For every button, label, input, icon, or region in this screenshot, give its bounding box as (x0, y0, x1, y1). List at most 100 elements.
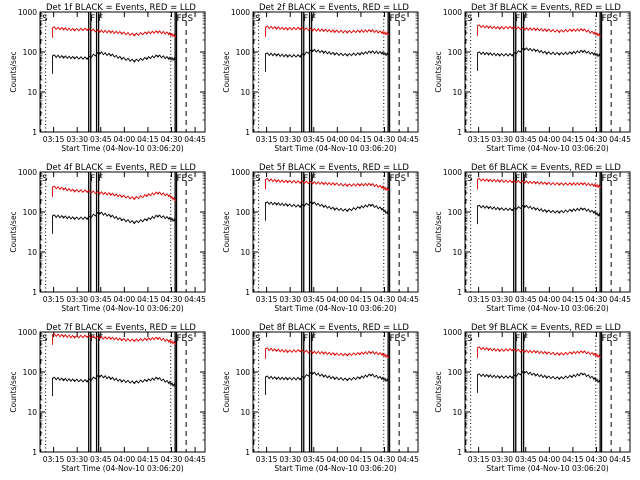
data-point-lld (264, 178, 267, 181)
data-point-events (346, 378, 348, 381)
data-point-events (99, 212, 101, 214)
x-tick-label: 04:00 (114, 135, 136, 144)
x-axis-label: Start Time (04-Nov-10 03:06:20) (486, 144, 608, 153)
data-point-lld (546, 182, 548, 184)
data-point-lld (558, 30, 560, 32)
data-point-lld (110, 337, 112, 339)
data-point-events (558, 211, 560, 213)
y-axis-label: Counts/sec (222, 371, 231, 412)
data-point-lld (599, 356, 601, 358)
data-point-lld (511, 26, 513, 29)
data-point-lld (157, 31, 159, 33)
plot-frame (39, 171, 206, 293)
data-point-events (146, 218, 148, 221)
x-tick-label: 03:30 (279, 295, 301, 304)
data-point-lld (487, 179, 490, 181)
marker-label: F (303, 14, 308, 24)
data-point-lld (524, 181, 526, 183)
data-point-lld (99, 192, 101, 194)
x-tick-label: 03:45 (515, 295, 537, 304)
data-point-lld (511, 349, 513, 351)
data-point-lld (62, 188, 65, 190)
y-tick-label: 100 (23, 368, 38, 377)
subplot-title: Det 8f BLACK = Events, RED = LLD (259, 323, 409, 333)
y-tick-label: 10 (240, 248, 250, 257)
data-point-events (323, 51, 325, 53)
series-line-lld (477, 177, 601, 189)
data-point-lld (346, 354, 348, 356)
x-tick-label: 03:30 (491, 455, 513, 464)
x-tick-label: 03:15 (256, 455, 278, 464)
data-point-events (535, 208, 537, 210)
data-point-events (381, 377, 383, 379)
x-tick-label: 03:15 (256, 135, 278, 144)
series-line-events (265, 371, 389, 383)
data-point-lld (299, 350, 301, 352)
data-point-events (524, 205, 526, 207)
data-point-events (487, 206, 490, 209)
data-point-lld (99, 30, 101, 32)
y-tick-label: 1 (245, 288, 250, 297)
data-point-events (286, 378, 289, 380)
data-point-lld (168, 194, 170, 197)
x-tick-label: 03:45 (303, 295, 325, 304)
marker-label: FE (602, 174, 612, 184)
marker-label: FE (177, 14, 187, 24)
data-point-lld (323, 182, 325, 184)
plot-frame (464, 171, 631, 293)
y-axis-label: Counts/sec (434, 211, 443, 252)
marker-label: S (188, 334, 193, 344)
y-tick-label: 100 (448, 48, 463, 57)
data-point-lld (121, 195, 123, 197)
data-point-lld (582, 183, 584, 185)
x-tick-label: 04:00 (539, 295, 561, 304)
marker-label: S (401, 14, 406, 24)
y-tick-label: 10 (452, 88, 462, 97)
x-tick-label: 03:15 (43, 295, 65, 304)
data-point-events (146, 57, 148, 59)
x-tick-label: 04:45 (397, 295, 419, 304)
data-point-events (264, 53, 267, 55)
marker-label: FE (602, 334, 612, 344)
y-tick-label: 1000 (443, 8, 462, 17)
plot-frame (252, 11, 419, 133)
series-line-events (52, 374, 176, 388)
data-point-lld (387, 189, 389, 191)
data-point-events (582, 50, 584, 52)
data-point-lld (381, 31, 383, 33)
marker-label: F (98, 174, 103, 184)
y-tick-label: 10 (452, 408, 462, 417)
x-tick-label: 04:45 (609, 295, 631, 304)
data-point-events (146, 379, 148, 381)
data-point-events (511, 208, 513, 211)
data-point-events (121, 218, 123, 221)
x-tick-label: 04:00 (539, 455, 561, 464)
data-point-events (312, 372, 314, 374)
series-line-lld (265, 347, 389, 359)
data-point-events (121, 57, 123, 59)
y-tick-label: 10 (452, 248, 462, 257)
data-point-events (359, 53, 361, 55)
data-point-lld (133, 197, 135, 199)
data-point-lld (174, 199, 176, 201)
marker-label: S (613, 334, 618, 344)
marker-label: S (188, 174, 193, 184)
data-point-lld (275, 349, 278, 351)
data-point-lld (498, 349, 501, 351)
marker-label: F (98, 14, 103, 24)
subplot-title: Det 4f BLACK = Events, RED = LLD (46, 163, 196, 173)
data-point-lld (312, 351, 314, 353)
marker-label: S (42, 334, 47, 344)
y-tick-label: 1000 (443, 328, 462, 337)
y-axis-label: Counts/sec (434, 51, 443, 92)
data-point-lld (168, 340, 170, 342)
data-point-lld (174, 342, 176, 344)
data-point-lld (476, 25, 479, 27)
y-tick-label: 1 (245, 128, 250, 137)
data-point-lld (381, 186, 383, 188)
data-point-lld (571, 352, 573, 354)
data-point-events (157, 215, 159, 217)
subplot-5: Det 5f BLACK = Events, RED = LLD 1 10 100 10… (222, 163, 419, 313)
marker-label: S (401, 334, 406, 344)
data-point-events (299, 205, 301, 207)
